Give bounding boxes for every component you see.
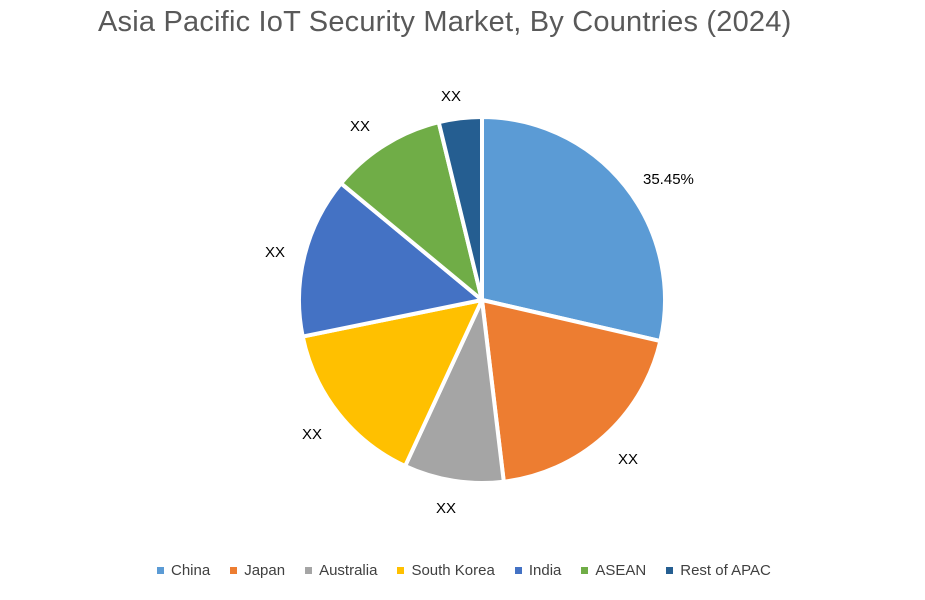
label-india: XX	[265, 244, 286, 261]
legend-swatch-icon	[514, 567, 522, 574]
legend-swatch-icon	[666, 567, 674, 574]
slice-china	[480, 115, 667, 344]
label-south-korea: XX	[302, 426, 323, 443]
legend-swatch-icon	[230, 567, 238, 574]
legend-item-china: China	[157, 562, 210, 579]
label-china: 35.45%	[643, 171, 694, 188]
slice-rest-of-apac	[436, 115, 484, 302]
legend-swatch-icon	[305, 567, 313, 574]
slice-asean	[339, 120, 484, 302]
legend-swatch-icon	[581, 567, 589, 574]
chart-title: Asia Pacific IoT Security Market, By Cou…	[98, 6, 792, 38]
legend-item-asean: ASEAN	[581, 562, 646, 579]
legend-item-australia: Australia	[305, 562, 377, 579]
legend-swatch-icon	[157, 567, 164, 574]
legend-item-india: India	[514, 562, 561, 579]
legend-item-south-korea: South Korea	[397, 562, 495, 579]
slice-south-korea	[300, 298, 484, 469]
label-rest-of-apac: XX	[441, 88, 462, 105]
slice-japan	[480, 298, 663, 484]
legend: China Japan Australia South Korea India …	[157, 562, 791, 579]
slice-india	[297, 181, 484, 339]
label-japan: XX	[618, 451, 639, 468]
legend-item-rest-of-apac: Rest of APAC	[666, 562, 771, 579]
label-asean: XX	[350, 118, 371, 135]
legend-item-japan: Japan	[230, 562, 285, 579]
label-australia: XX	[436, 500, 457, 517]
legend-swatch-icon	[397, 567, 405, 574]
